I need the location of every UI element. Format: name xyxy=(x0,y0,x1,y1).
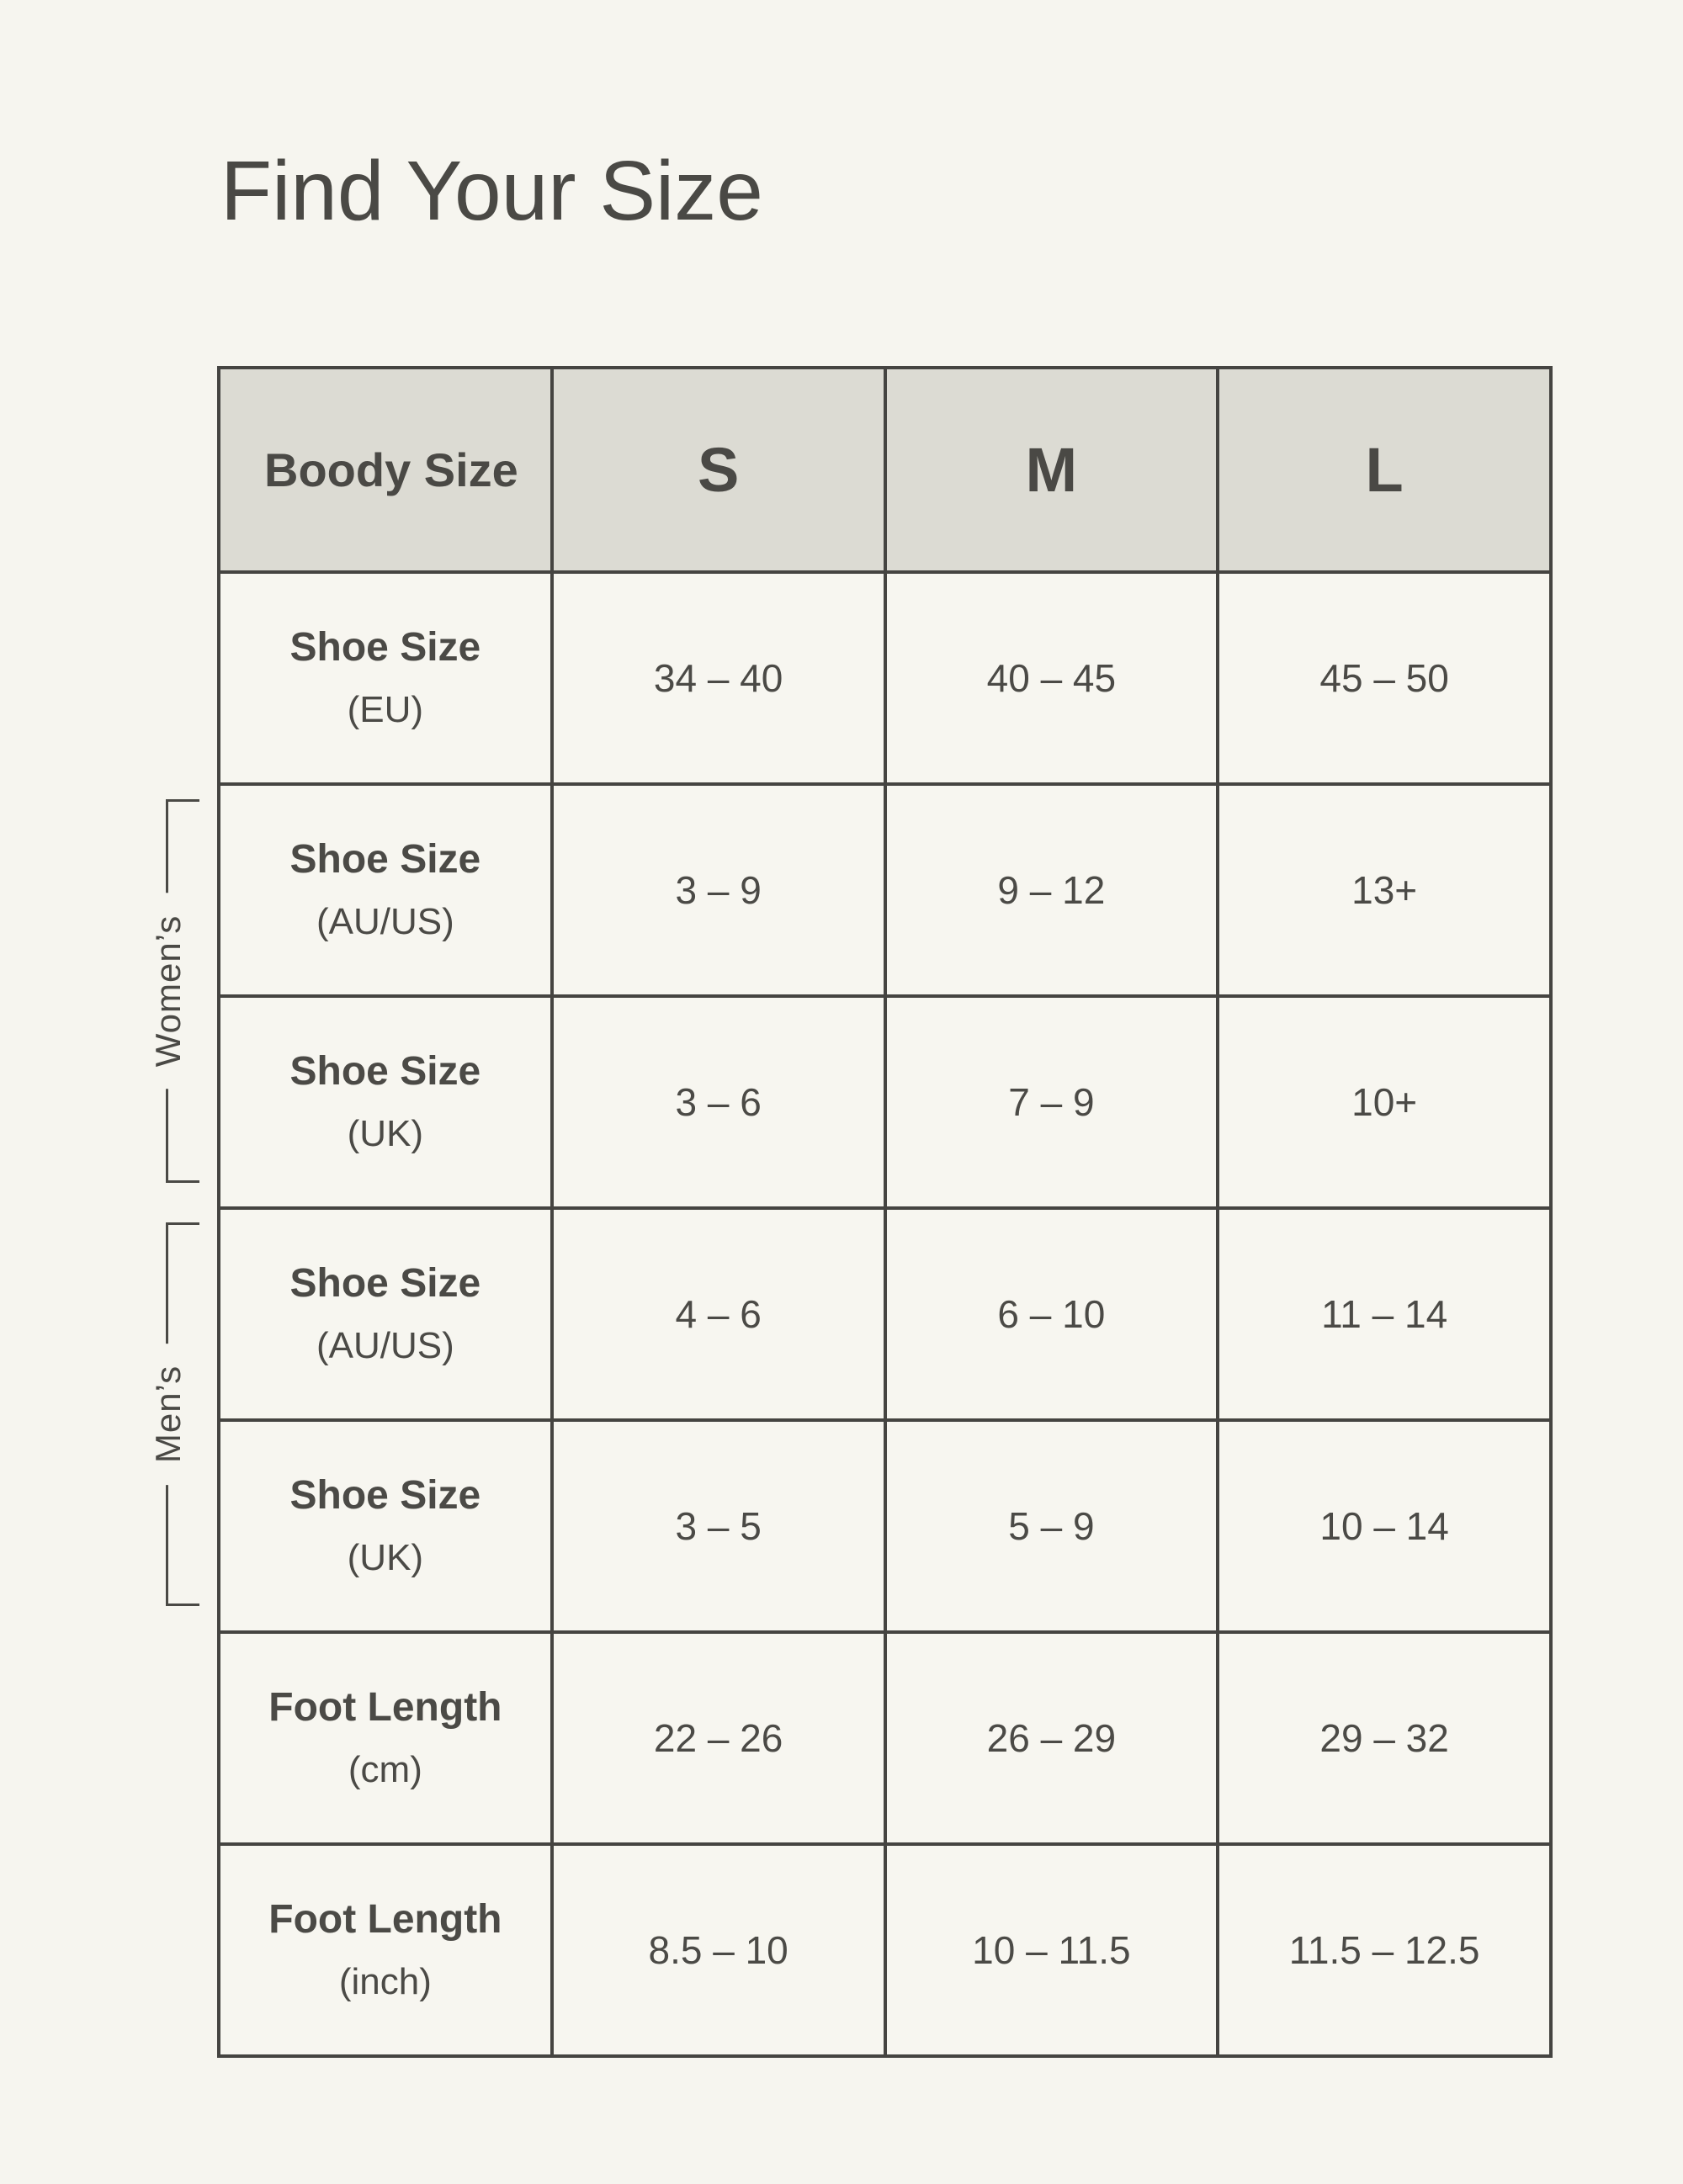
header-size-l: L xyxy=(1216,366,1553,574)
table-cell: 9 – 12 xyxy=(883,782,1220,998)
table-cell: 22 – 26 xyxy=(549,1630,887,1846)
row-label-unit: (EU) xyxy=(347,689,424,730)
table-cell: 10 – 14 xyxy=(1216,1418,1553,1634)
row-label: Shoe Size (AU/US) xyxy=(217,1206,554,1422)
row-label: Foot Length (cm) xyxy=(217,1630,554,1846)
table-cell: 29 – 32 xyxy=(1216,1630,1553,1846)
row-label: Shoe Size (UK) xyxy=(217,994,554,1210)
table-cell: 40 – 45 xyxy=(883,570,1220,786)
page-title: Find Your Size xyxy=(220,144,763,238)
table-header-row: Boody Size S M L xyxy=(217,366,1553,574)
table-row-shoe-size-auus-womens: Shoe Size (AU/US) 3 – 9 9 – 12 13+ xyxy=(217,782,1553,998)
row-label-name: Foot Length xyxy=(268,1685,502,1730)
table-cell: 26 – 29 xyxy=(883,1630,1220,1846)
table-cell: 6 – 10 xyxy=(883,1206,1220,1422)
size-chart-table: Boody Size S M L Shoe Size (EU) 34 – 40 … xyxy=(217,366,1553,2058)
row-label-name: Shoe Size xyxy=(289,1261,481,1306)
table-row-foot-length-inch: Foot Length (inch) 8.5 – 10 10 – 11.5 11… xyxy=(217,1842,1553,2058)
row-label-name: Shoe Size xyxy=(289,1049,481,1094)
row-label: Shoe Size (UK) xyxy=(217,1418,554,1634)
table-cell: 34 – 40 xyxy=(549,570,887,786)
table-cell: 11 – 14 xyxy=(1216,1206,1553,1422)
table-cell: 7 – 9 xyxy=(883,994,1220,1210)
table-cell: 3 – 6 xyxy=(549,994,887,1210)
table-row-shoe-size-eu: Shoe Size (EU) 34 – 40 40 – 45 45 – 50 xyxy=(217,570,1553,786)
womens-group-label: Women’s xyxy=(148,893,188,1089)
row-label-name: Shoe Size xyxy=(289,837,481,882)
row-label: Shoe Size (EU) xyxy=(217,570,554,786)
table-cell: 45 – 50 xyxy=(1216,570,1553,786)
mens-group-label: Men’s xyxy=(148,1343,188,1486)
row-label-name: Foot Length xyxy=(268,1897,502,1942)
womens-group-bracket: Women’s xyxy=(148,799,199,1183)
row-label-unit: (inch) xyxy=(338,1961,432,2002)
row-label-name: Shoe Size xyxy=(289,1473,481,1518)
row-label-unit: (UK) xyxy=(347,1537,424,1578)
table-row-shoe-size-uk-womens: Shoe Size (UK) 3 – 6 7 – 9 10+ xyxy=(217,994,1553,1210)
table-cell: 3 – 9 xyxy=(549,782,887,998)
table-row-shoe-size-uk-mens: Shoe Size (UK) 3 – 5 5 – 9 10 – 14 xyxy=(217,1418,1553,1634)
header-size-m: M xyxy=(883,366,1220,574)
table-cell: 10 – 11.5 xyxy=(883,1842,1220,2058)
row-label-unit: (UK) xyxy=(347,1113,424,1154)
row-label-name: Shoe Size xyxy=(289,625,481,670)
table-cell: 13+ xyxy=(1216,782,1553,998)
table-cell: 8.5 – 10 xyxy=(549,1842,887,2058)
table-cell: 5 – 9 xyxy=(883,1418,1220,1634)
table-row-foot-length-cm: Foot Length (cm) 22 – 26 26 – 29 29 – 32 xyxy=(217,1630,1553,1846)
row-label: Foot Length (inch) xyxy=(217,1842,554,2058)
table-cell: 3 – 5 xyxy=(549,1418,887,1634)
row-label-unit: (AU/US) xyxy=(316,901,454,942)
row-label: Shoe Size (AU/US) xyxy=(217,782,554,998)
table-cell: 10+ xyxy=(1216,994,1553,1210)
table-cell: 4 – 6 xyxy=(549,1206,887,1422)
mens-group-bracket: Men’s xyxy=(148,1222,199,1606)
table-row-shoe-size-auus-mens: Shoe Size (AU/US) 4 – 6 6 – 10 11 – 14 xyxy=(217,1206,1553,1422)
row-label-unit: (AU/US) xyxy=(316,1325,454,1366)
header-size-s: S xyxy=(549,366,887,574)
table-cell: 11.5 – 12.5 xyxy=(1216,1842,1553,2058)
header-boody-size: Boody Size xyxy=(217,366,554,574)
row-label-unit: (cm) xyxy=(348,1749,422,1790)
